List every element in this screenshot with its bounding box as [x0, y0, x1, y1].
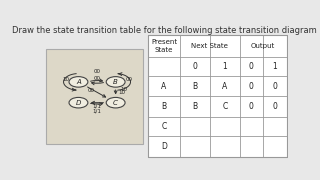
- Text: 1: 1: [273, 62, 277, 71]
- Text: B: B: [192, 82, 197, 91]
- Text: A: A: [76, 79, 81, 85]
- Text: B: B: [192, 102, 197, 111]
- Text: B: B: [161, 102, 167, 111]
- Text: A: A: [222, 82, 228, 91]
- Text: C: C: [113, 100, 118, 106]
- Circle shape: [69, 97, 88, 108]
- Text: Draw the state transition table for the following state transition diagram: Draw the state transition table for the …: [12, 26, 316, 35]
- Text: 10: 10: [118, 90, 125, 95]
- Circle shape: [106, 77, 125, 87]
- Text: 1: 1: [222, 62, 227, 71]
- Text: B: B: [113, 79, 118, 85]
- Text: C: C: [161, 122, 167, 131]
- Circle shape: [69, 77, 88, 87]
- Text: 0: 0: [273, 102, 277, 111]
- Text: 0: 0: [193, 62, 197, 71]
- Text: 00: 00: [126, 76, 133, 82]
- FancyBboxPatch shape: [46, 49, 143, 144]
- Circle shape: [106, 97, 125, 108]
- Text: 0: 0: [249, 102, 254, 111]
- Text: 1/1: 1/1: [92, 108, 101, 113]
- FancyBboxPatch shape: [148, 35, 287, 158]
- Text: 00: 00: [93, 69, 100, 74]
- Text: A: A: [161, 82, 167, 91]
- Text: 00: 00: [87, 88, 94, 93]
- Text: 0: 0: [249, 62, 254, 71]
- Text: 0: 0: [273, 82, 277, 91]
- Text: C: C: [222, 102, 228, 111]
- Text: Next State: Next State: [191, 43, 228, 49]
- Text: Present
State: Present State: [151, 39, 177, 53]
- Text: D: D: [76, 100, 81, 106]
- Text: Output: Output: [251, 43, 275, 49]
- Text: 1/1: 1/1: [92, 104, 101, 109]
- Text: 10: 10: [62, 76, 69, 82]
- Text: 00: 00: [93, 76, 100, 81]
- Text: 0: 0: [249, 82, 254, 91]
- Text: D: D: [161, 142, 167, 151]
- Text: 10: 10: [121, 87, 128, 92]
